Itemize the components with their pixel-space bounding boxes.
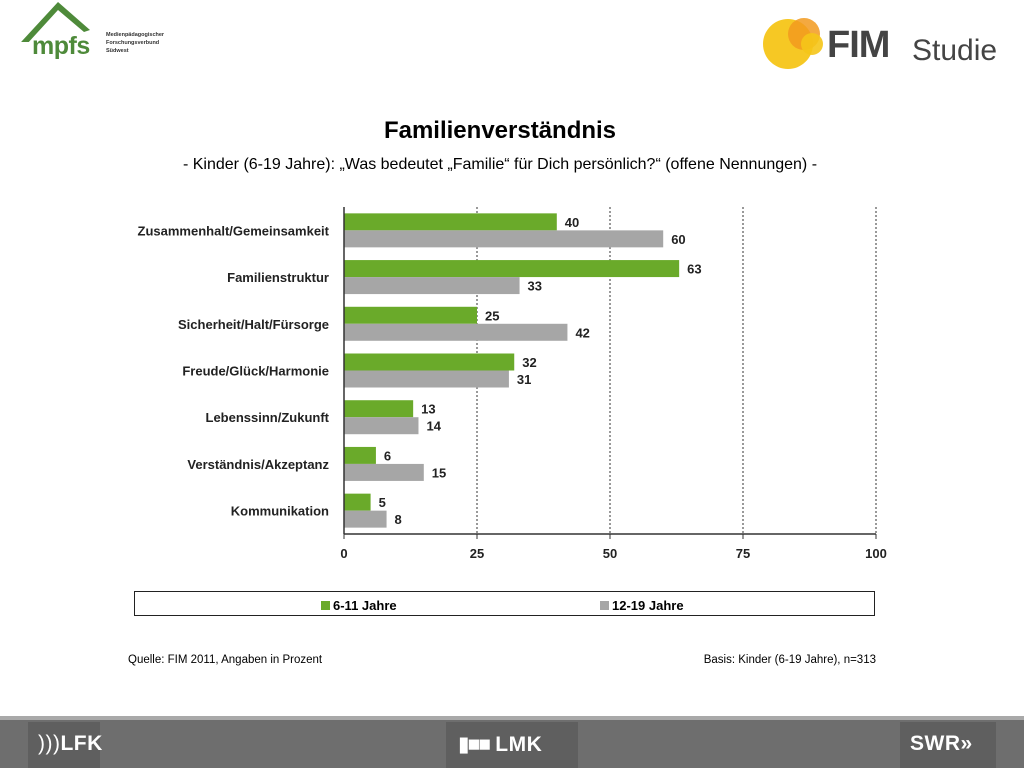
swr-logo-box	[900, 722, 996, 768]
lfk-logo: )))LFK	[38, 732, 103, 755]
lfk-bars-icon: )))	[38, 732, 61, 755]
data-label: 8	[395, 512, 402, 527]
legend-item-12-19: 12-19 Jahre	[600, 598, 684, 613]
x-tick-label: 0	[340, 546, 347, 561]
footer-stripe	[0, 716, 1024, 720]
legend-label-6-11: 6-11 Jahre	[333, 598, 397, 613]
fim-studie-logo: FIM Studie	[760, 10, 1010, 74]
x-tick-label: 25	[470, 546, 484, 561]
category-label: Kommunikation	[231, 504, 329, 519]
lfk-logo-box	[28, 722, 100, 768]
bar	[344, 230, 664, 248]
category-label: Zusammenhalt/Gemeinsamkeit	[138, 223, 330, 238]
lmk-logo: ▮■■ LMK	[458, 733, 543, 756]
category-label: Freude/Glück/Harmonie	[182, 364, 329, 379]
bar-chart: 4060Zusammenhalt/Gemeinsamkeit6333Famili…	[138, 207, 887, 561]
category-label: Familienstruktur	[227, 270, 329, 285]
bar	[344, 260, 680, 278]
bar	[344, 400, 414, 418]
legend-swatch-green	[321, 601, 330, 610]
chart-legend: 6-11 Jahre 12-19 Jahre	[134, 591, 875, 616]
data-label: 32	[522, 355, 536, 370]
mpfs-subtitle: Medienpädagogischer Forschungsverbund Sü…	[106, 32, 165, 54]
bar	[344, 493, 371, 511]
category-label: Lebenssinn/Zukunft	[206, 410, 330, 425]
data-label: 15	[432, 465, 446, 480]
fim-wordmark: FIM	[827, 24, 890, 66]
chart-title: Familienverständnis	[383, 117, 617, 144]
mpfs-wordmark: mpfs	[32, 32, 90, 60]
x-tick-label: 100	[865, 546, 887, 561]
data-label: 13	[421, 402, 435, 417]
data-label: 31	[517, 372, 531, 387]
data-label: 42	[575, 325, 589, 340]
fim-circles-icon	[763, 18, 823, 69]
data-label: 25	[485, 308, 499, 323]
category-label: Verständnis/Akzeptanz	[187, 457, 329, 472]
bar	[344, 417, 419, 435]
bar	[344, 213, 557, 231]
x-tick-label: 75	[736, 546, 750, 561]
footer-bar: )))LFK ▮■■ LMK SWR»	[0, 716, 1024, 768]
category-label: Sicherheit/Halt/Fürsorge	[178, 317, 329, 332]
mpfs-roof-icon	[21, 2, 90, 42]
studie-wordmark: Studie	[912, 34, 998, 67]
data-label: 33	[528, 279, 542, 294]
bar	[344, 463, 424, 481]
data-label: 6	[384, 448, 391, 463]
lmk-logo-box	[446, 722, 578, 768]
source-note: Quelle: FIM 2011, Angaben in Prozent	[128, 654, 323, 666]
bar	[344, 353, 515, 371]
swr-logo: SWR»	[910, 732, 973, 755]
lmk-blocks-icon: ▮■■	[458, 733, 491, 756]
legend-label-12-19: 12-19 Jahre	[612, 598, 684, 613]
data-label: 63	[687, 262, 701, 277]
legend-item-6-11: 6-11 Jahre	[321, 598, 397, 613]
bar	[344, 446, 376, 464]
data-label: 14	[426, 419, 441, 434]
legend-swatch-gray	[600, 601, 609, 610]
swr-arrows-icon: »	[960, 732, 973, 755]
bar	[344, 370, 509, 388]
mpfs-logo: mpfs Medienpädagogischer Forschungsverbu…	[8, 2, 168, 64]
data-label: 60	[671, 232, 685, 247]
data-label: 40	[565, 215, 579, 230]
bar	[344, 510, 387, 528]
x-tick-label: 50	[603, 546, 617, 561]
data-label: 5	[379, 495, 386, 510]
bar	[344, 277, 520, 295]
chart-subtitle: - Kinder (6-19 Jahre): „Was bedeutet „Fa…	[182, 156, 818, 173]
bar	[344, 306, 477, 324]
bar	[344, 323, 568, 341]
basis-note: Basis: Kinder (6-19 Jahre), n=313	[703, 654, 876, 666]
